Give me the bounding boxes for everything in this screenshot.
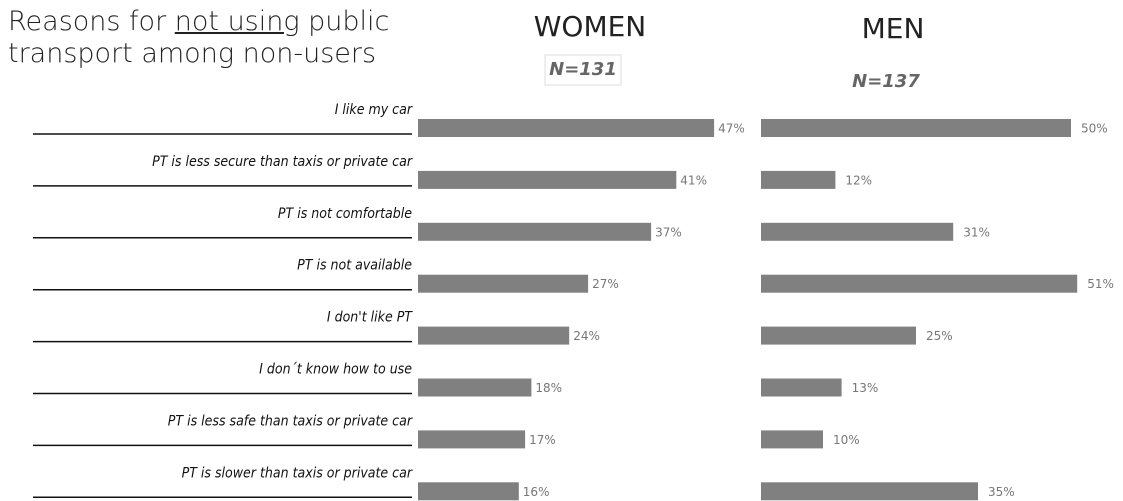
- title-part: public transport among non-users: [8, 6, 390, 69]
- value-label: 35%: [988, 485, 1015, 499]
- bar: [418, 430, 526, 449]
- category-label: PT is not comfortable: [278, 206, 412, 222]
- bar: [418, 119, 715, 137]
- title-part: Reasons for: [8, 6, 175, 37]
- value-label: 13%: [852, 381, 879, 395]
- category-label: PT is not available: [297, 258, 412, 274]
- value-label: 51%: [1087, 277, 1114, 291]
- bar: [418, 222, 652, 241]
- chart-title: WOMEN: [534, 10, 647, 43]
- bar: [418, 170, 677, 189]
- category-label: I like my car: [335, 102, 413, 118]
- bar: [418, 482, 519, 501]
- subtitle-box: [544, 54, 622, 86]
- value-label: 41%: [680, 173, 707, 187]
- category-label: PT is less safe than taxis or private ca…: [168, 413, 413, 429]
- bar: [761, 378, 842, 397]
- bar: [761, 274, 1078, 293]
- chart-subtitle: N=131: [549, 59, 617, 80]
- bar: [418, 378, 532, 397]
- category-label: I don't like PT: [327, 310, 413, 326]
- value-label: 37%: [655, 225, 682, 239]
- chart-title: MEN: [862, 12, 925, 45]
- title-part: not using: [174, 6, 300, 37]
- category-label: PT is less secure than taxis or private …: [152, 154, 413, 170]
- value-label: 17%: [529, 433, 556, 447]
- category-label: I don´t know how to use: [259, 362, 412, 378]
- category-label: PT is slower than taxis or private car: [182, 465, 413, 481]
- value-label: 24%: [573, 329, 600, 343]
- bar: [761, 222, 954, 241]
- value-label: 50%: [1081, 122, 1108, 136]
- value-label: 25%: [926, 329, 953, 343]
- value-label: 16%: [523, 485, 550, 499]
- bar: [418, 274, 589, 293]
- bar: [418, 326, 570, 345]
- bar: [761, 482, 978, 501]
- value-label: 10%: [833, 433, 860, 447]
- page-title: Reasons for not using public transport a…: [8, 6, 428, 70]
- value-label: 31%: [963, 225, 990, 239]
- bar: [761, 430, 823, 449]
- bar: [761, 119, 1071, 137]
- chart-subtitle: N=137: [852, 71, 920, 92]
- value-label: 12%: [845, 173, 872, 187]
- value-label: 47%: [718, 122, 745, 136]
- bar: [761, 170, 836, 189]
- value-label: 27%: [592, 277, 619, 291]
- bar: [761, 326, 916, 345]
- value-label: 18%: [535, 381, 562, 395]
